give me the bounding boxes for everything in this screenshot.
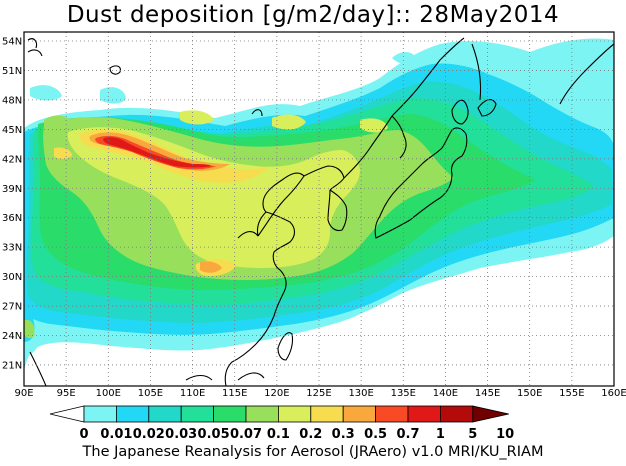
lat-tick-label: 42N bbox=[2, 154, 22, 165]
colorbar-label: 0.01 bbox=[100, 427, 132, 442]
lon-tick-label: 130E bbox=[348, 388, 373, 399]
colorbar-box bbox=[342, 405, 377, 423]
colorbar-box bbox=[83, 405, 117, 423]
colorbar-arrow-high bbox=[472, 405, 509, 423]
colorbar-box bbox=[277, 405, 312, 423]
colorbar-box bbox=[245, 405, 279, 423]
lon-tick-label: 100E bbox=[96, 388, 121, 399]
lon-tick-label: 110E bbox=[180, 388, 205, 399]
colorbar-box bbox=[180, 405, 214, 423]
colorbar-label: 0.03 bbox=[165, 427, 197, 442]
coastlines bbox=[27, 37, 614, 386]
lon-tick-label: 120E bbox=[264, 388, 289, 399]
lon-tick-label: 160E bbox=[601, 388, 626, 399]
colorbar-label: 10 bbox=[496, 427, 514, 442]
lon-tick-label: 145E bbox=[475, 388, 500, 399]
colorbar-box bbox=[213, 405, 247, 423]
dust-shading bbox=[24, 38, 614, 372]
latitude-labels: 54N 51N 48N 45N 42N 39N 36N 33N 30N 27N 24N 21N bbox=[2, 37, 22, 372]
colorbar-box bbox=[375, 405, 409, 423]
lon-tick-label: 95E bbox=[57, 388, 76, 399]
lat-tick-label: 54N bbox=[2, 37, 22, 48]
lon-tick-label: 135E bbox=[391, 388, 416, 399]
lat-tick-label: 27N bbox=[2, 302, 22, 313]
colorbar-label: 0.02 bbox=[133, 427, 165, 442]
map-title: Dust deposition [g/m2/day]:: 28May2014 bbox=[66, 2, 560, 28]
lon-tick-label: 115E bbox=[222, 388, 247, 399]
colorbar-box bbox=[439, 405, 474, 423]
grid-lines bbox=[24, 32, 614, 386]
colorbar: 0 0.01 0.02 0.03 0.05 0.07 0.1 0.2 0.3 0.5 0.7 1 5 10 bbox=[49, 405, 514, 442]
lat-tick-label: 30N bbox=[2, 272, 22, 283]
lat-tick-label: 36N bbox=[2, 213, 22, 224]
longitude-labels: 90E 95E 100E 105E 110E 115E 120E 125E 130E 135E 14… bbox=[14, 388, 626, 399]
colorbar-label: 0.07 bbox=[230, 427, 262, 442]
lon-tick-label: 140E bbox=[433, 388, 458, 399]
colorbar-label: 0.3 bbox=[332, 427, 355, 442]
colorbar-arrow-low bbox=[49, 405, 85, 423]
lon-tick-label: 155E bbox=[559, 388, 584, 399]
colorbar-label: 0.5 bbox=[364, 427, 387, 442]
colorbar-label: 0.1 bbox=[267, 427, 290, 442]
colorbar-label: 0.7 bbox=[396, 427, 419, 442]
lat-tick-label: 21N bbox=[2, 360, 22, 371]
lat-tick-label: 51N bbox=[2, 66, 22, 77]
lon-tick-label: 125E bbox=[306, 388, 331, 399]
colorbar-label: 5 bbox=[468, 427, 477, 442]
lon-tick-label: 105E bbox=[138, 388, 163, 399]
lat-tick-label: 48N bbox=[2, 95, 22, 106]
colorbar-box bbox=[148, 405, 182, 423]
colorbar-box bbox=[407, 405, 441, 423]
lat-tick-label: 33N bbox=[2, 243, 22, 254]
figure-caption: The Japanese Reanalysis for Aerosol (JRA… bbox=[82, 444, 544, 460]
plot-frame bbox=[23, 31, 615, 387]
lat-tick-label: 24N bbox=[2, 331, 22, 342]
lon-tick-label: 90E bbox=[14, 388, 33, 399]
lon-tick-label: 150E bbox=[517, 388, 542, 399]
lat-tick-label: 45N bbox=[2, 125, 22, 136]
colorbar-box bbox=[310, 405, 344, 423]
colorbar-label: 0.05 bbox=[198, 427, 230, 442]
colorbar-label: 0.2 bbox=[299, 427, 322, 442]
colorbar-box bbox=[116, 405, 150, 423]
colorbar-label: 1 bbox=[436, 427, 445, 442]
colorbar-label: 0 bbox=[79, 427, 88, 442]
lat-tick-label: 39N bbox=[2, 184, 22, 195]
